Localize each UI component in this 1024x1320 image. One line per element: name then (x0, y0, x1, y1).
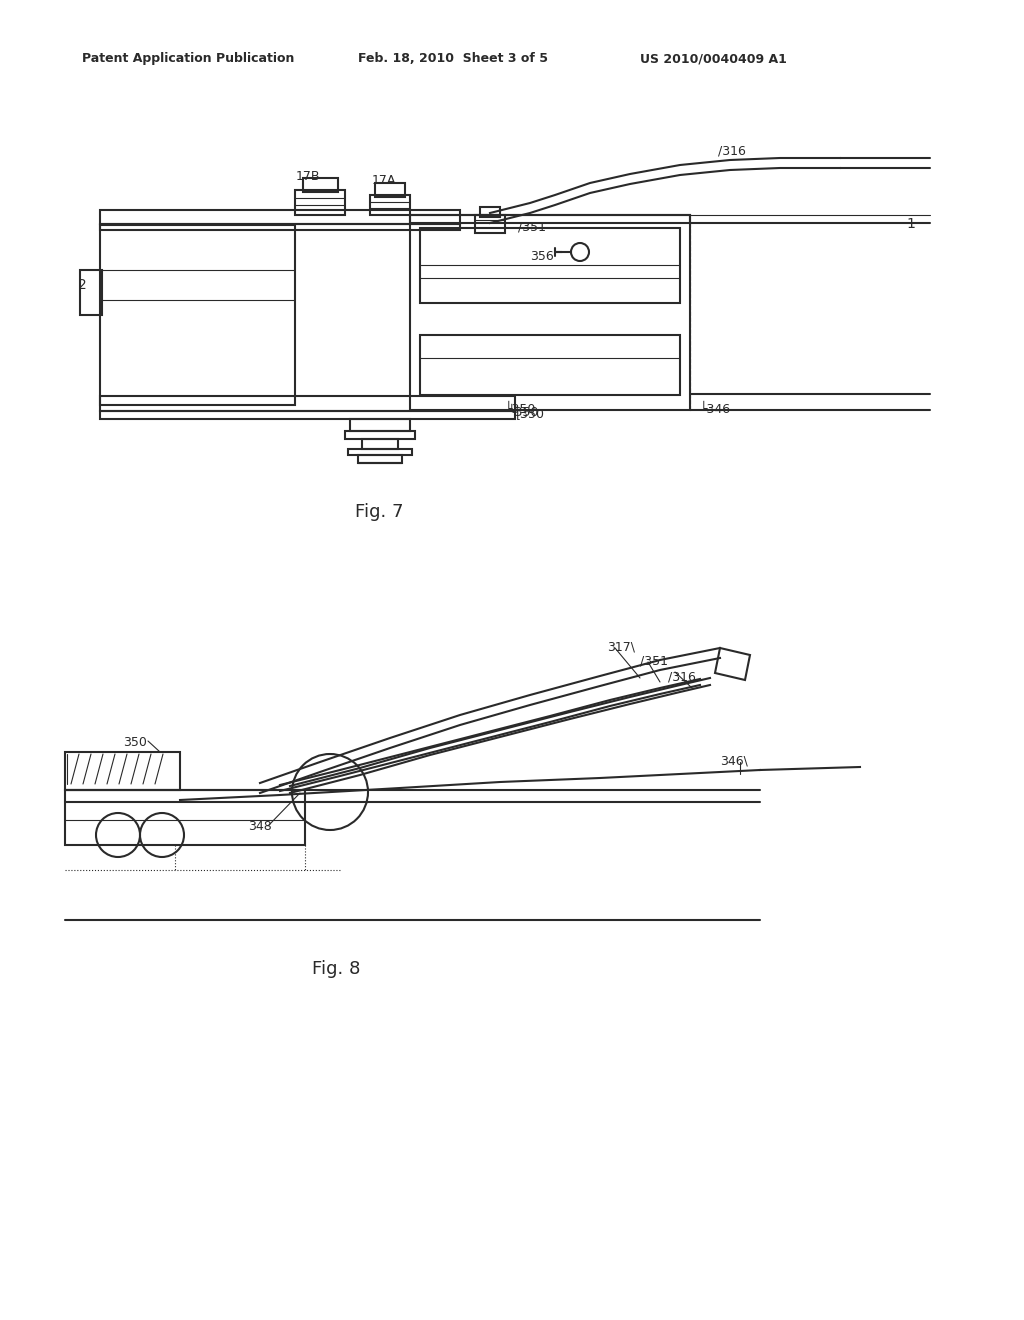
Text: /316: /316 (668, 671, 696, 682)
Bar (375, 183, 406, 197)
Text: 346\: 346\ (720, 755, 748, 768)
Bar (345, 432, 415, 440)
Bar (420, 335, 680, 395)
Bar (350, 418, 410, 432)
Bar (295, 190, 345, 215)
Bar (410, 215, 690, 411)
Text: Fig. 7: Fig. 7 (355, 503, 403, 521)
Text: 348: 348 (248, 820, 271, 833)
Bar (80, 271, 102, 315)
Text: Fig. 8: Fig. 8 (312, 960, 360, 978)
Text: /351: /351 (518, 220, 546, 234)
Bar (65, 752, 180, 789)
Text: 2: 2 (78, 279, 87, 292)
Text: 356: 356 (530, 249, 554, 263)
Text: /316: /316 (718, 145, 745, 158)
Bar (362, 440, 398, 449)
Bar (100, 396, 515, 411)
Text: Patent Application Publication: Patent Application Publication (82, 51, 294, 65)
Bar (100, 411, 515, 418)
Bar (410, 215, 690, 223)
Bar (475, 215, 505, 234)
Bar (100, 224, 295, 405)
Bar (358, 455, 402, 463)
Text: $\lfloor$350: $\lfloor$350 (515, 407, 545, 422)
Bar (370, 195, 410, 215)
Text: US 2010/0040409 A1: US 2010/0040409 A1 (640, 51, 786, 65)
Bar (100, 224, 460, 230)
Text: Feb. 18, 2010  Sheet 3 of 5: Feb. 18, 2010 Sheet 3 of 5 (358, 51, 548, 65)
Text: /351: /351 (640, 655, 668, 668)
Text: 1: 1 (906, 216, 914, 231)
Bar (348, 449, 412, 455)
Text: └346: └346 (700, 403, 731, 416)
Text: 17A: 17A (372, 174, 396, 187)
Text: 317\: 317\ (607, 640, 635, 653)
Text: 17B: 17B (296, 170, 321, 183)
Text: └350: └350 (505, 403, 537, 416)
Text: 350: 350 (123, 737, 146, 748)
Bar (303, 178, 338, 191)
Text: └350: └350 (508, 407, 540, 418)
Bar (420, 228, 680, 304)
Bar (480, 207, 500, 216)
Bar (100, 210, 460, 224)
Bar (65, 789, 305, 845)
